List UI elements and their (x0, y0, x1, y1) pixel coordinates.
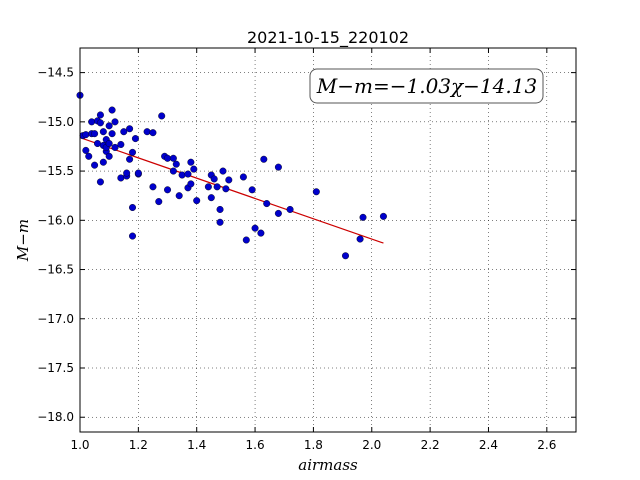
data-point (117, 174, 125, 182)
data-point (158, 112, 166, 120)
data-point (169, 154, 177, 162)
y-axis-label: M−m (14, 219, 32, 262)
data-point (111, 118, 119, 126)
data-point (99, 158, 107, 166)
y-tick-label: −17.5 (37, 361, 74, 375)
data-point (123, 169, 131, 177)
data-point (222, 185, 230, 193)
data-point (91, 130, 99, 138)
data-point (149, 129, 157, 137)
data-point (82, 146, 90, 154)
data-point (99, 128, 107, 136)
data-point (248, 186, 256, 194)
data-point (149, 183, 157, 191)
x-axis-label: airmass (298, 456, 358, 474)
data-point (286, 205, 294, 213)
equation-annotation: M−m=−1.03χ−14.13 (309, 68, 544, 104)
data-point (91, 161, 99, 169)
y-tick-label: −15.0 (37, 115, 74, 129)
data-point (94, 140, 102, 148)
data-point (169, 167, 177, 175)
data-point (187, 158, 195, 166)
data-point (129, 232, 137, 240)
y-tick-label: −15.5 (37, 164, 74, 178)
data-point (260, 155, 268, 163)
data-point (155, 198, 163, 206)
data-point (193, 197, 201, 205)
axis-ticks: 1.0 1.2 1.4 1.6 1.8 2.0 2.2 2.4 2.6 −14.5 −15.0 −15… (37, 48, 576, 452)
data-point (126, 155, 134, 163)
data-point (164, 186, 172, 194)
data-point (274, 209, 282, 217)
data-point (105, 152, 113, 160)
x-tick-label: 2.4 (479, 438, 498, 452)
data-point (225, 176, 233, 184)
y-tick-label: −16.0 (37, 213, 74, 227)
data-point (356, 235, 364, 243)
data-point (129, 204, 137, 212)
grid (79, 48, 576, 432)
y-tick-label: −17.0 (37, 312, 74, 326)
data-point (126, 125, 134, 133)
data-point (251, 224, 259, 232)
data-point (117, 140, 125, 148)
data-point (88, 118, 96, 126)
x-tick-label: 1.6 (246, 438, 265, 452)
data-point (204, 183, 212, 191)
data-point (184, 170, 192, 178)
annotation-box (309, 68, 544, 104)
data-point (175, 192, 183, 200)
data-point (111, 143, 119, 151)
data-point (187, 180, 195, 188)
data-point (242, 236, 250, 244)
y-tick-label: −16.5 (37, 263, 74, 277)
data-point (207, 194, 215, 202)
y-tick-label: −14.5 (37, 66, 74, 80)
data-point (164, 154, 172, 162)
data-point (239, 173, 247, 181)
data-point (105, 122, 113, 130)
data-point (263, 200, 271, 208)
data-point (172, 160, 180, 168)
chart-title: 2021-10-15_220102 (247, 28, 409, 48)
x-tick-label: 1.8 (304, 438, 323, 452)
data-point (143, 128, 151, 136)
data-point (96, 111, 104, 119)
data-point (85, 152, 93, 160)
data-point (216, 205, 224, 213)
data-point (342, 252, 350, 260)
data-point (359, 213, 367, 221)
data-point (178, 171, 186, 179)
data-point (190, 165, 198, 173)
data-point (120, 128, 128, 136)
data-point (312, 188, 320, 196)
annotation-text: M−m=−1.03χ−14.13 (316, 74, 537, 98)
data-point (210, 175, 218, 183)
data-point (108, 106, 116, 114)
data-point (108, 130, 116, 138)
data-point (82, 131, 90, 139)
data-point (257, 229, 265, 237)
data-point (379, 212, 387, 220)
data-point (213, 183, 221, 191)
y-tick-label: −18.0 (37, 410, 74, 424)
x-tick-label: 2.6 (537, 438, 556, 452)
data-point (105, 140, 113, 148)
x-tick-label: 1.4 (187, 438, 206, 452)
data-point (274, 163, 282, 171)
data-points (76, 91, 387, 260)
x-tick-label: 2.0 (362, 438, 381, 452)
x-tick-label: 1.2 (129, 438, 148, 452)
data-point (129, 148, 137, 156)
data-point (131, 135, 139, 143)
x-tick-label: 1.0 (70, 438, 89, 452)
plot-frame (79, 47, 577, 433)
x-tick-label: 2.2 (421, 438, 440, 452)
data-point (216, 218, 224, 226)
data-point (96, 119, 104, 127)
data-point (134, 169, 142, 177)
data-point (219, 167, 227, 175)
data-point (96, 178, 104, 186)
